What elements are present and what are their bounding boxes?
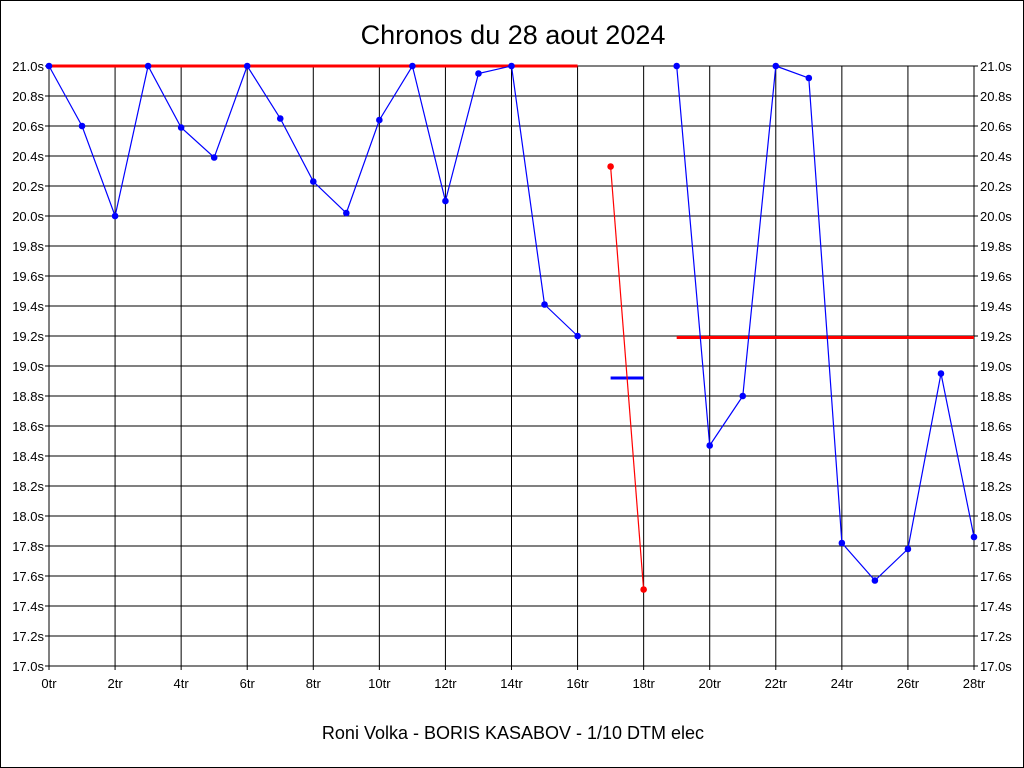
x-tick-label: 12tr xyxy=(434,676,457,691)
y-tick-label-right: 19.0s xyxy=(980,359,1012,374)
y-tick-label-left: 19.4s xyxy=(12,299,44,314)
y-tick-label-right: 19.4s xyxy=(980,299,1012,314)
x-tick-label: 6tr xyxy=(240,676,256,691)
y-tick-label-right: 18.8s xyxy=(980,389,1012,404)
y-tick-label-left: 18.6s xyxy=(12,419,44,434)
y-tick-label-right: 20.2s xyxy=(980,179,1012,194)
y-tick-label-right: 19.2s xyxy=(980,329,1012,344)
data-point xyxy=(937,370,945,377)
chart-title: Chronos du 28 aout 2024 xyxy=(361,20,666,50)
data-point xyxy=(871,577,879,584)
y-tick-label-right: 20.4s xyxy=(980,149,1012,164)
data-point xyxy=(376,116,383,124)
data-point xyxy=(640,586,647,593)
data-point xyxy=(541,301,548,308)
y-tick-label-right: 18.0s xyxy=(980,509,1012,524)
y-tick-label-right: 17.2s xyxy=(980,629,1012,644)
y-tick-label-right: 20.6s xyxy=(980,119,1012,134)
series-line xyxy=(676,65,975,582)
y-tick-label-right: 21.0s xyxy=(980,59,1012,74)
data-point xyxy=(475,70,482,77)
y-tick-label-right: 17.8s xyxy=(980,539,1012,554)
x-tick-label: 10tr xyxy=(368,676,391,691)
y-tick-label-left: 19.8s xyxy=(12,239,44,254)
data-point xyxy=(210,154,218,161)
data-point xyxy=(772,62,780,70)
y-tick-label-left: 19.0s xyxy=(12,359,44,374)
data-point xyxy=(508,62,515,70)
data-point xyxy=(442,197,449,205)
data-points xyxy=(45,62,978,593)
y-tick-label-right: 17.6s xyxy=(980,569,1012,584)
data-point xyxy=(739,392,747,400)
x-tick-label: 14tr xyxy=(500,676,523,691)
data-point xyxy=(574,332,581,340)
tick-labels: 21.0s 21.0s 20.8s 20.8s 20.6s 20.6s 20.4s 20.4s… xyxy=(12,59,1012,691)
data-point xyxy=(343,209,350,217)
y-tick-label-right: 20.8s xyxy=(980,89,1012,104)
data-point xyxy=(904,545,912,553)
series-line xyxy=(610,166,645,590)
x-tick-label: 4tr xyxy=(174,676,190,691)
x-tick-label: 28tr xyxy=(963,676,986,691)
data-point xyxy=(970,533,978,541)
x-tick-label: 24tr xyxy=(831,676,854,691)
y-tick-label-left: 18.4s xyxy=(12,449,44,464)
chart-footer: Roni Volka - BORIS KASABOV - 1/10 DTM el… xyxy=(322,723,704,743)
y-tick-label-left: 20.6s xyxy=(12,119,44,134)
y-tick-label-left: 18.0s xyxy=(12,509,44,524)
y-tick-label-left: 17.0s xyxy=(12,659,44,674)
y-tick-label-left: 17.8s xyxy=(12,539,44,554)
data-point xyxy=(309,178,317,185)
y-tick-label-left: 20.4s xyxy=(12,149,44,164)
y-tick-label-right: 18.6s xyxy=(980,419,1012,434)
x-tick-label: 18tr xyxy=(632,676,655,691)
x-tick-label: 0tr xyxy=(41,676,57,691)
x-tick-label: 22tr xyxy=(765,676,788,691)
data-point xyxy=(78,122,86,130)
y-tick-label-left: 17.2s xyxy=(12,629,44,644)
x-tick-label: 16tr xyxy=(566,676,589,691)
data-point xyxy=(805,74,813,82)
y-tick-label-left: 17.6s xyxy=(12,569,44,584)
data-point xyxy=(838,539,846,547)
data-point xyxy=(409,62,416,70)
x-tick-label: 2tr xyxy=(107,676,123,691)
y-tick-label-left: 18.2s xyxy=(12,479,44,494)
y-tick-label-right: 18.2s xyxy=(980,479,1012,494)
data-point xyxy=(673,62,680,70)
x-tick-label: 8tr xyxy=(306,676,322,691)
y-tick-label-right: 19.8s xyxy=(980,239,1012,254)
y-tick-label-right: 17.4s xyxy=(980,599,1012,614)
y-tick-label-left: 17.4s xyxy=(12,599,44,614)
y-tick-label-left: 20.2s xyxy=(12,179,44,194)
data-point xyxy=(607,163,614,170)
y-tick-label-left: 19.2s xyxy=(12,329,44,344)
grid xyxy=(45,65,978,670)
data-point xyxy=(706,442,714,449)
data-point xyxy=(243,62,251,70)
y-tick-label-left: 21.0s xyxy=(12,59,44,74)
x-tick-label: 26tr xyxy=(897,676,920,691)
data-point xyxy=(276,115,284,122)
data-point xyxy=(144,62,152,70)
y-tick-label-left: 18.8s xyxy=(12,389,44,404)
y-tick-label-right: 17.0s xyxy=(980,659,1012,674)
y-tick-label-right: 18.4s xyxy=(980,449,1012,464)
y-tick-label-left: 20.0s xyxy=(12,209,44,224)
data-point xyxy=(177,124,185,131)
x-tick-label: 20tr xyxy=(699,676,722,691)
data-point xyxy=(45,62,53,70)
y-tick-label-right: 19.6s xyxy=(980,269,1012,284)
y-tick-label-left: 20.8s xyxy=(12,89,44,104)
y-tick-label-right: 20.0s xyxy=(980,209,1012,224)
y-tick-label-left: 19.6s xyxy=(12,269,44,284)
data-point xyxy=(111,212,119,220)
